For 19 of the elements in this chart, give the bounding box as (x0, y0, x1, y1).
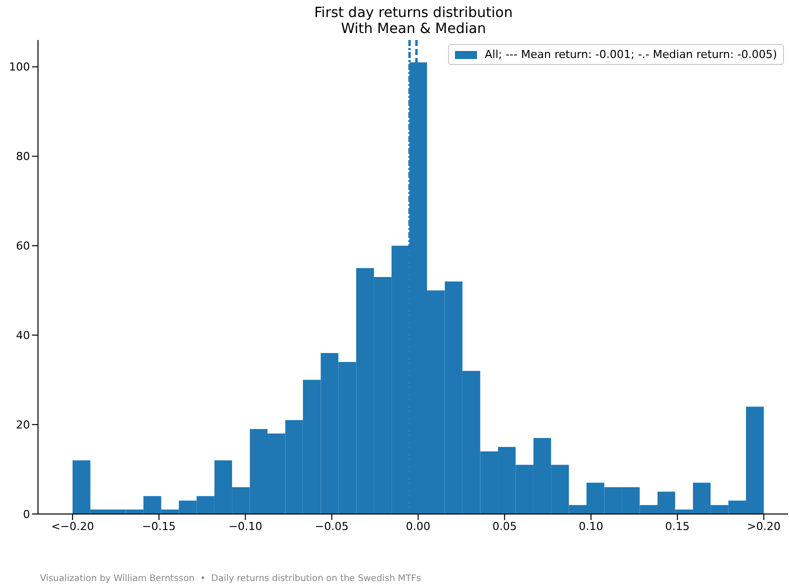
chart-subtitle: With Mean & Median (340, 21, 488, 37)
y-tick-label: 80 (16, 150, 30, 164)
legend-label: All; --- Mean return: -0.001; -.- Median return: -0.005) (484, 48, 777, 61)
y-tick-label: 0 (23, 508, 30, 521)
text: Visualization by William Berntsson • Daily returns distribution on the Swedish MTFs (40, 574, 422, 584)
y-tick-label: 20 (16, 418, 30, 432)
x-tick-label: <−0.20 (51, 520, 94, 533)
x-tick-label: 0.05 (492, 520, 517, 533)
x-tick-label: 0.10 (578, 520, 604, 533)
y-tick-label: 40 (16, 329, 30, 342)
x-tick-label: 0.00 (406, 520, 430, 533)
x-tick-label: 0.15 (665, 520, 690, 533)
x-tick-label: −0.15 (142, 520, 176, 533)
chart-title: First day returns distribution (313, 5, 514, 21)
y-tick-label: 60 (16, 240, 30, 253)
x-tick-label: >0.20 (746, 520, 781, 533)
x-tick-label: −0.10 (228, 520, 262, 533)
x-tick-label: −0.05 (314, 520, 349, 533)
y-tick-label: 100 (9, 60, 30, 74)
